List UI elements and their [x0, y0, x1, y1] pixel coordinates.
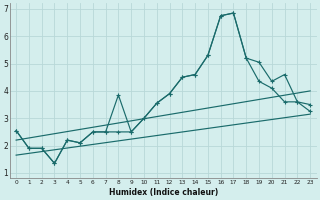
X-axis label: Humidex (Indice chaleur): Humidex (Indice chaleur) [108, 188, 218, 197]
